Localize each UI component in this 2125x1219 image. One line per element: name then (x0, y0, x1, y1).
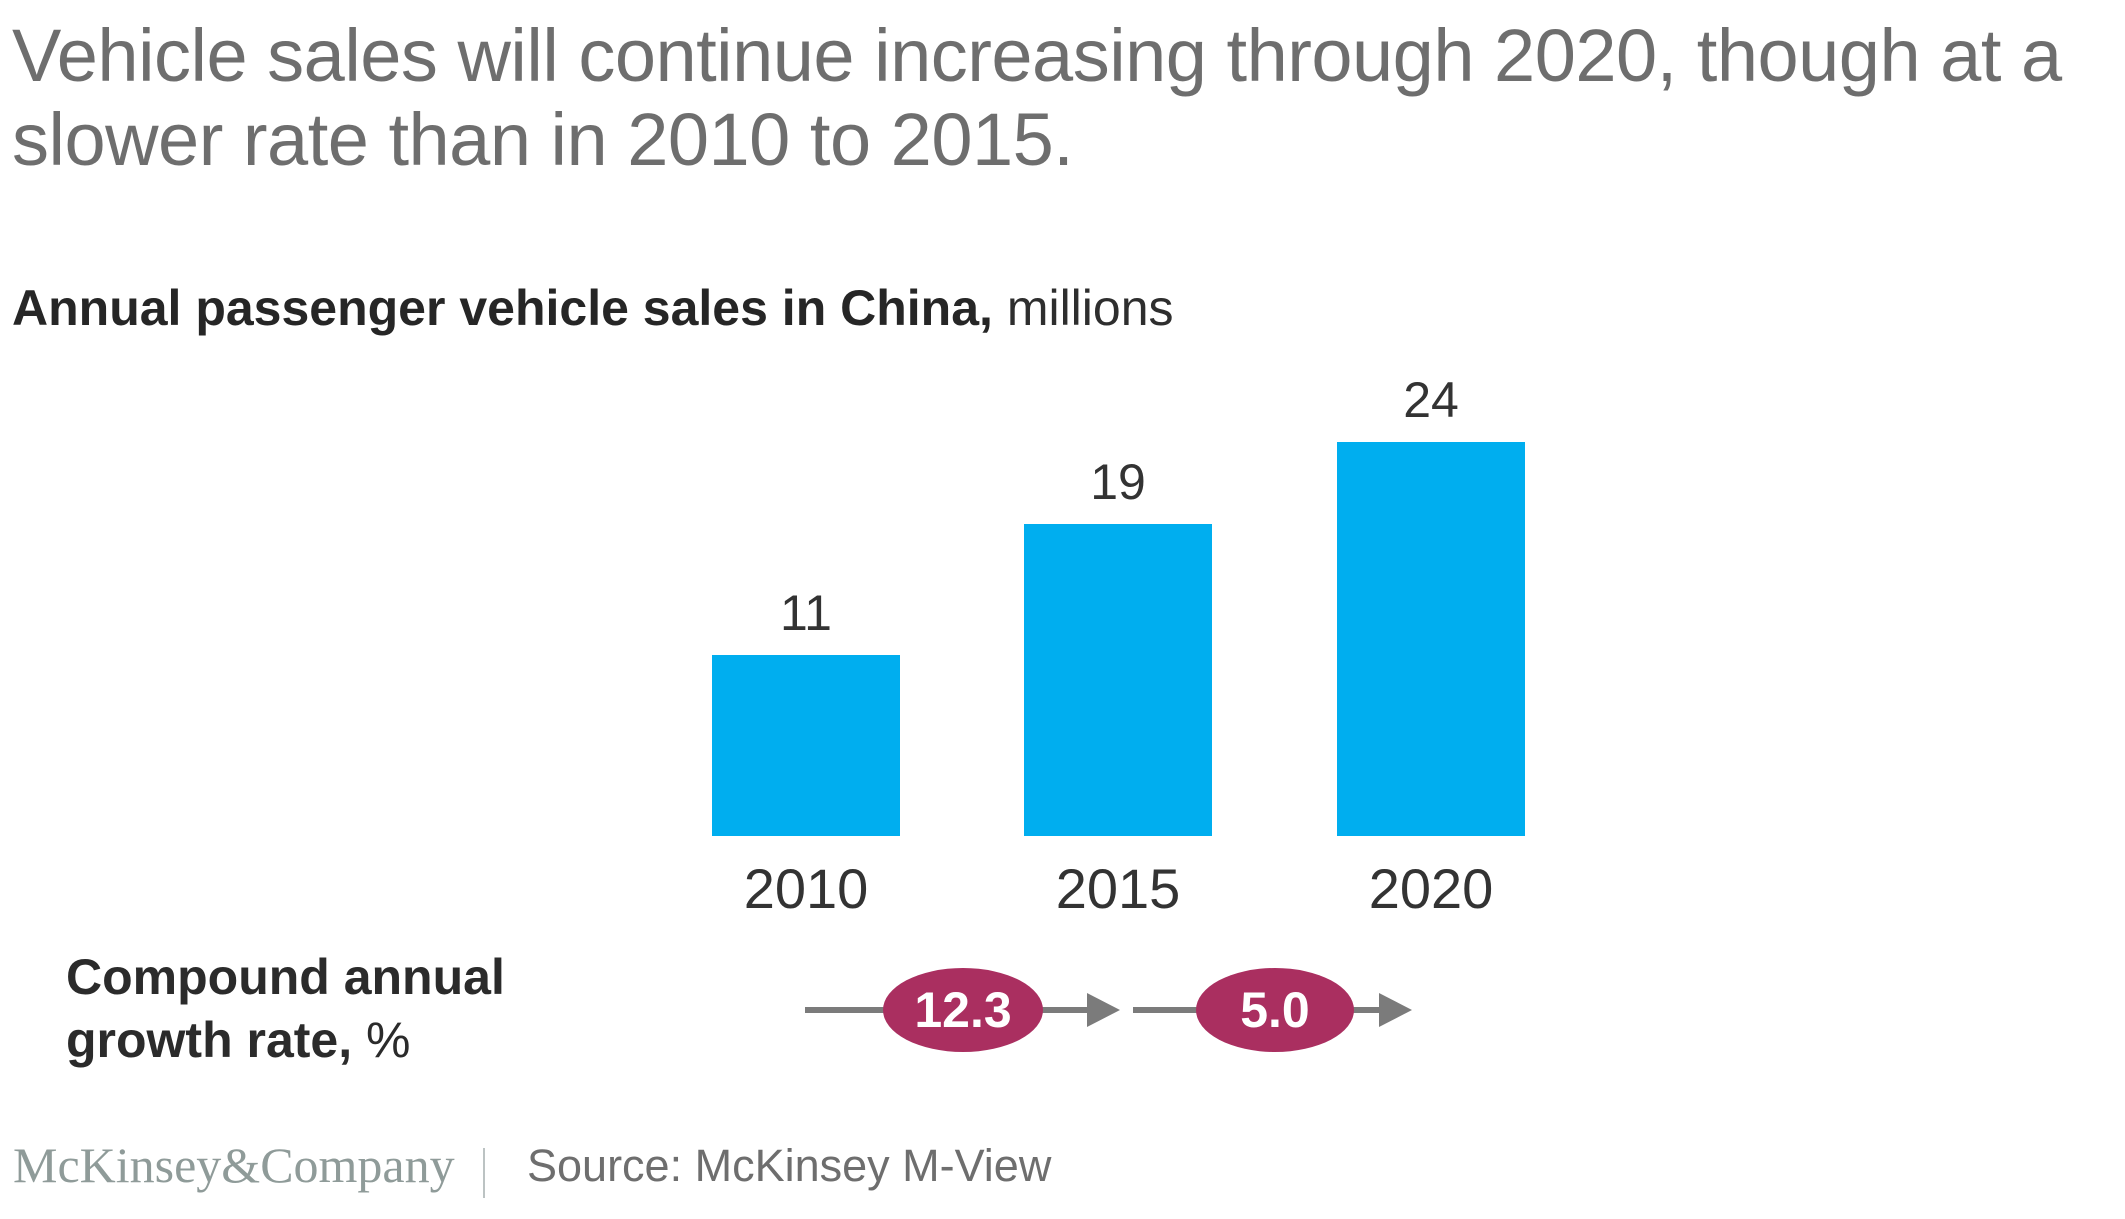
bar-value-label: 11 (780, 585, 832, 641)
chart-subtitle-unit: millions (992, 280, 1174, 336)
bar-year-label: 2010 (743, 857, 869, 920)
footer-divider (483, 1148, 485, 1198)
bar-2010 (712, 655, 900, 836)
cagr-arrow-2010-2015: 12.3 (805, 967, 1121, 1053)
bar-2020 (1337, 442, 1525, 836)
cagr-label-unit: % (352, 1012, 411, 1068)
chart-subtitle-main: Annual passenger vehicle sales in China, (12, 280, 993, 336)
bar-value-label: 24 (1403, 372, 1459, 428)
bar-year-label: 2020 (1368, 857, 1494, 920)
arrow-head-icon (1087, 993, 1120, 1027)
bar-group-2015: 19 2015 (1024, 453, 1212, 920)
bar-group-2010: 11 2010 (712, 584, 900, 920)
bar-value-label: 19 (1090, 454, 1146, 510)
bar-2015 (1024, 524, 1212, 836)
page-title: Vehicle sales will continue increasing t… (12, 14, 2062, 181)
source-note: Source: McKinsey M-View (527, 1140, 1052, 1191)
bar-year-label: 2015 (1055, 857, 1181, 920)
chart-subtitle: Annual passenger vehicle sales in China,… (12, 279, 1174, 337)
cagr-badge: 12.3 (883, 968, 1043, 1052)
cagr-label-bold: Compound annual growth rate, (66, 949, 505, 1068)
cagr-arrow-2015-2020: 5.0 (1133, 967, 1413, 1053)
mckinsey-logo: McKinsey&Company (13, 1137, 455, 1193)
bar-group-2020: 24 2020 (1337, 371, 1525, 920)
cagr-badge: 5.0 (1196, 968, 1354, 1052)
cagr-label: Compound annual growth rate, % (66, 946, 536, 1072)
arrow-head-icon (1379, 993, 1412, 1027)
